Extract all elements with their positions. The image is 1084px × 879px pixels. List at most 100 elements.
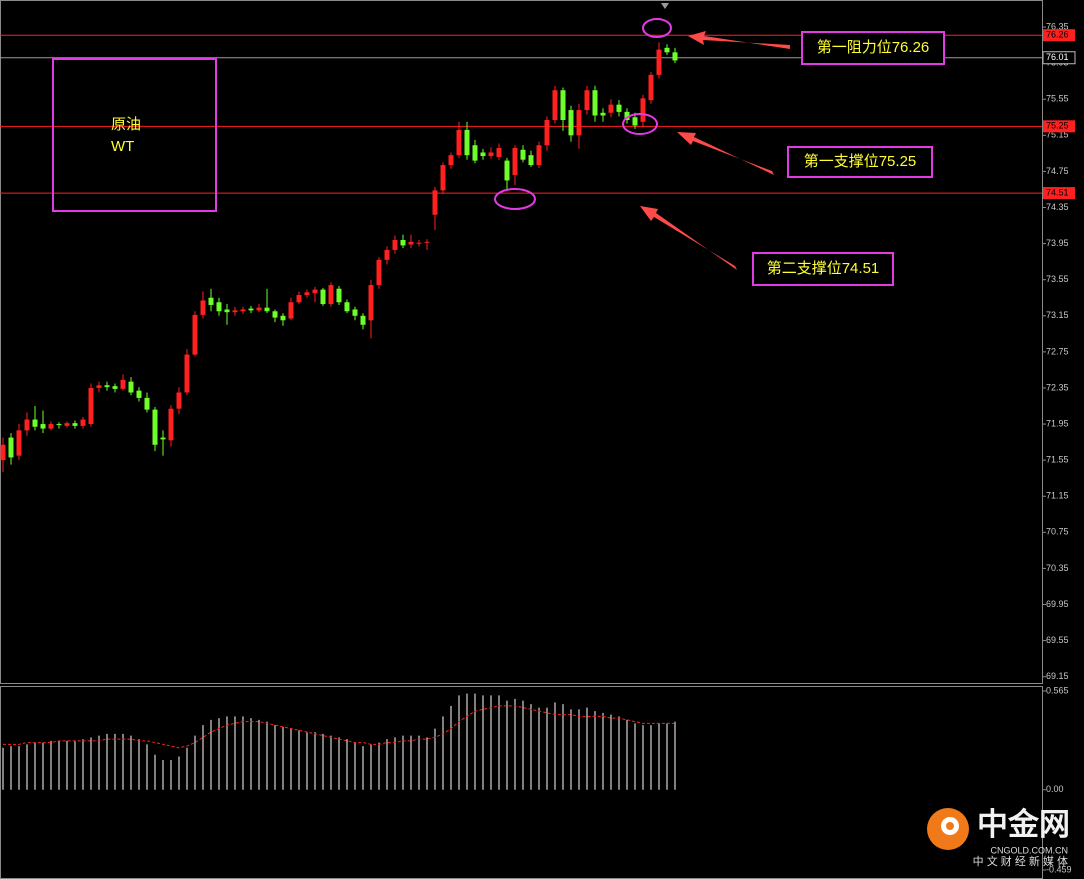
candle-body bbox=[48, 424, 54, 429]
candle-body bbox=[368, 285, 374, 321]
shift-marker bbox=[661, 3, 669, 9]
annotation-box bbox=[752, 252, 894, 286]
candle-body bbox=[296, 295, 302, 303]
candle-body bbox=[112, 386, 118, 389]
candle-body bbox=[208, 297, 214, 305]
candle-body bbox=[608, 104, 614, 113]
candle-body bbox=[384, 249, 390, 260]
y-tick-label: 70.35 bbox=[1046, 563, 1069, 573]
arrow bbox=[640, 206, 737, 270]
candle-body bbox=[416, 242, 422, 244]
y-tick-label: -0.459 bbox=[1046, 864, 1072, 874]
y-tick-label: 71.15 bbox=[1046, 491, 1069, 501]
candle-body bbox=[176, 392, 182, 409]
candle-body bbox=[136, 390, 142, 398]
candle-body bbox=[656, 49, 662, 75]
candle-body bbox=[32, 419, 38, 427]
candle-body bbox=[40, 424, 46, 429]
y-tick-label: 70.75 bbox=[1046, 527, 1069, 537]
candle-body bbox=[648, 74, 654, 101]
candle-body bbox=[104, 385, 110, 388]
candle-body bbox=[72, 423, 78, 426]
candle-body bbox=[88, 387, 94, 425]
highlight-ellipse bbox=[622, 113, 658, 135]
y-tick-label: 75.15 bbox=[1046, 130, 1069, 140]
candle-body bbox=[640, 98, 646, 122]
candle-body bbox=[168, 408, 174, 441]
candle-body bbox=[312, 289, 318, 294]
candle-body bbox=[472, 145, 478, 161]
highlight-ellipse bbox=[642, 18, 672, 38]
candle-body bbox=[432, 190, 438, 215]
candle-body bbox=[448, 155, 454, 166]
candle-body bbox=[336, 288, 342, 303]
candle-body bbox=[248, 308, 254, 311]
level-label: 74.51 bbox=[1046, 187, 1069, 197]
candle-body bbox=[576, 110, 582, 136]
candle-body bbox=[512, 147, 518, 176]
level-tag bbox=[1042, 51, 1076, 65]
y-tick-label: 72.75 bbox=[1046, 346, 1069, 356]
candle-body bbox=[272, 311, 278, 318]
candle-body bbox=[568, 110, 574, 136]
y-tick-label: 71.55 bbox=[1046, 455, 1069, 465]
y-tick-label: 76.35 bbox=[1046, 21, 1069, 31]
annotation-box bbox=[801, 31, 945, 65]
candle-body bbox=[288, 302, 294, 319]
candle-body bbox=[120, 379, 126, 389]
candle-body bbox=[160, 437, 166, 440]
candle-body bbox=[200, 300, 206, 315]
y-tick-label: 72.35 bbox=[1046, 382, 1069, 392]
candle-body bbox=[440, 165, 446, 191]
candle-body bbox=[672, 52, 678, 61]
y-tick-label: 74.35 bbox=[1046, 202, 1069, 212]
candle-body bbox=[216, 302, 222, 312]
y-tick-label: 73.55 bbox=[1046, 274, 1069, 284]
y-tick-label: 69.95 bbox=[1046, 599, 1069, 609]
instrument-label: WT bbox=[111, 138, 134, 155]
candle-body bbox=[592, 90, 598, 116]
annotation: 第一阻力位76.26 bbox=[817, 38, 930, 56]
level-label: 75.25 bbox=[1046, 121, 1069, 131]
instrument-box bbox=[52, 58, 217, 212]
candle-body bbox=[344, 302, 350, 312]
candle-body bbox=[664, 47, 670, 53]
candle-body bbox=[528, 155, 534, 166]
annotation: 第一支撑位75.25 bbox=[804, 152, 917, 170]
candle-body bbox=[16, 430, 22, 456]
candle-body bbox=[536, 145, 542, 166]
candle-body bbox=[552, 90, 558, 120]
instrument-label: 原油 bbox=[111, 116, 141, 133]
candle-body bbox=[408, 241, 414, 245]
y-tick-label: 74.75 bbox=[1046, 166, 1069, 176]
y-tick-label: 75.55 bbox=[1046, 94, 1069, 104]
y-tick-label: 73.95 bbox=[1046, 238, 1069, 248]
candle-body bbox=[80, 419, 86, 426]
candle-body bbox=[320, 289, 326, 305]
candle-body bbox=[360, 315, 366, 325]
logo-name: 中金网 bbox=[977, 807, 1070, 842]
level-tag bbox=[1043, 29, 1075, 42]
candle-body bbox=[632, 117, 638, 126]
candle-body bbox=[96, 385, 102, 388]
candle-body bbox=[304, 292, 310, 296]
candle-body bbox=[192, 314, 198, 355]
arrow bbox=[688, 31, 790, 49]
candle-body bbox=[8, 437, 14, 458]
candle-body bbox=[392, 239, 398, 250]
candle-body bbox=[544, 119, 550, 146]
y-tick-label: 0.00 bbox=[1046, 784, 1064, 794]
candle-body bbox=[600, 112, 606, 116]
candle-body bbox=[56, 424, 62, 426]
level-label: 76.26 bbox=[1046, 30, 1069, 40]
annotation-box bbox=[787, 146, 933, 178]
y-tick-label: 0.565 bbox=[1046, 685, 1069, 695]
candle-body bbox=[376, 259, 382, 286]
candle-body bbox=[352, 309, 358, 316]
candle-body bbox=[240, 309, 246, 312]
candle-body bbox=[560, 90, 566, 120]
candle-body bbox=[456, 129, 462, 156]
level-label: 76.01 bbox=[1046, 52, 1069, 62]
candle-body bbox=[224, 309, 230, 313]
